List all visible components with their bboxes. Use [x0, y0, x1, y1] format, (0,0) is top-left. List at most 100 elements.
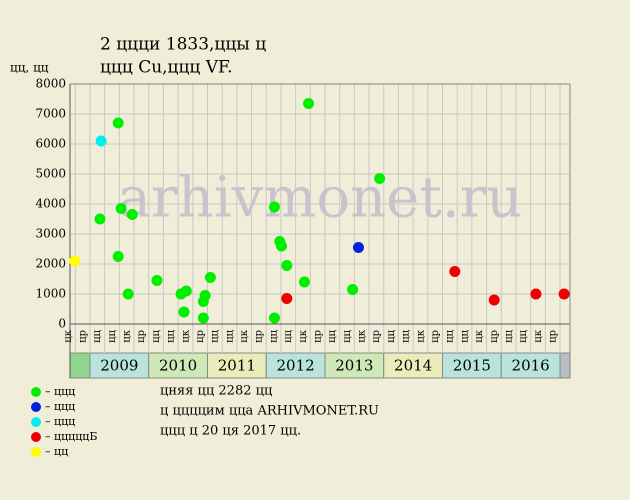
y-tick-label: 3000: [35, 227, 66, 241]
year-band: [383, 352, 444, 379]
point: [530, 288, 542, 300]
x-tick-label: цк: [180, 329, 191, 342]
x-tick-label: цц: [268, 329, 279, 342]
point: [281, 293, 293, 304]
x-tick-label: цр: [489, 330, 500, 343]
x-tick-label: цц: [518, 329, 529, 342]
note: ццц ц 20 ця 2017 цц.: [160, 424, 301, 439]
x-tick-label: цк: [357, 329, 368, 342]
point: [276, 240, 288, 252]
point: [69, 255, 81, 267]
x-tick-label: цц: [386, 329, 397, 342]
year-band: [148, 352, 208, 379]
point: [558, 288, 570, 300]
point: [115, 203, 127, 214]
year-label: 2016: [512, 357, 550, 375]
x-tick-label: цк: [533, 329, 544, 342]
point: [347, 284, 359, 295]
x-tick-label: цк: [474, 329, 485, 342]
year-label: 2011: [218, 357, 256, 375]
point: [281, 260, 293, 271]
x-tick-label: цц: [445, 329, 456, 342]
year-band: [500, 352, 561, 379]
x-tick-label: цц: [342, 329, 353, 342]
point: [204, 272, 216, 283]
legend-label: – ццц: [45, 400, 75, 413]
y-axis-label: цц, цц: [10, 61, 49, 75]
x-tick-label: цц: [151, 329, 162, 342]
x-tick-label: цц: [283, 329, 294, 342]
point: [180, 285, 192, 297]
legend-marker: [31, 447, 41, 457]
year-label: 2013: [335, 357, 373, 375]
x-tick-label: цк: [415, 329, 426, 342]
point: [94, 213, 106, 225]
x-tick-label: цк: [298, 329, 309, 342]
point: [268, 201, 280, 213]
point: [298, 276, 310, 288]
x-tick-label: цр: [77, 330, 88, 343]
point: [126, 209, 138, 220]
legend-label: – ццц: [45, 415, 75, 428]
x-tick-label: цр: [195, 330, 206, 343]
x-tick-label: цц: [107, 329, 118, 342]
x-tick-label: цц: [224, 329, 235, 342]
legend-marker: [31, 417, 41, 427]
legend-label: – цццццБ: [45, 430, 97, 443]
x-tick-label: цр: [548, 330, 559, 343]
point: [488, 294, 500, 306]
point: [352, 242, 364, 253]
note: ц ццццим ццa ARHIVMONET.RU: [160, 404, 379, 419]
legend-label: – ццц: [45, 385, 75, 398]
y-tick-label: 5000: [35, 167, 66, 181]
point: [95, 135, 107, 147]
year-band: [89, 352, 150, 379]
x-tick-label: цк: [63, 329, 74, 342]
x-tick-label: цц: [166, 329, 177, 342]
point: [112, 251, 124, 262]
x-tick-label: цц: [401, 329, 412, 342]
x-tick-label: цц: [459, 329, 470, 342]
chart-subtitle: ццц Cu,ццц VF.: [100, 58, 233, 78]
chart-title: 2 ццци 1833,ццы ц: [100, 35, 266, 55]
y-tick-label: 1000: [35, 287, 66, 301]
y-tick-label: 2000: [35, 257, 66, 271]
x-tick-label: цр: [430, 330, 441, 343]
x-tick-label: цц: [210, 329, 221, 342]
x-tick-label: цр: [312, 330, 323, 343]
legend-marker: [31, 432, 41, 442]
year-band-edge: [559, 352, 571, 379]
point: [268, 312, 280, 324]
x-tick-label: цц: [503, 329, 514, 342]
point: [112, 117, 124, 129]
x-tick-label: цр: [136, 330, 147, 343]
point: [151, 275, 163, 286]
point: [303, 98, 315, 109]
point: [122, 288, 134, 300]
x-tick-label: цр: [371, 330, 382, 343]
year-band: [324, 352, 385, 379]
x-tick-label: цк: [239, 329, 250, 342]
point: [178, 306, 190, 318]
point: [197, 312, 209, 324]
y-tick-label: 8000: [35, 77, 66, 91]
point: [449, 266, 461, 277]
y-tick-label: 0: [58, 317, 66, 331]
point: [374, 173, 386, 184]
x-tick-label: цр: [254, 330, 265, 343]
point: [199, 290, 211, 301]
year-label: 2015: [453, 357, 491, 375]
y-tick-label: 7000: [35, 107, 66, 121]
legend-label: – цц: [45, 445, 68, 458]
y-tick-label: 6000: [35, 137, 66, 151]
legend-marker: [31, 402, 41, 412]
note: цняя цц 2282 цц: [160, 384, 272, 399]
x-tick-label: цц: [92, 329, 103, 342]
year-label: 2012: [277, 357, 315, 375]
y-tick-label: 4000: [35, 197, 66, 211]
year-band-edge: [69, 352, 91, 379]
year-label: 2014: [394, 357, 432, 375]
year-band: [442, 352, 502, 379]
